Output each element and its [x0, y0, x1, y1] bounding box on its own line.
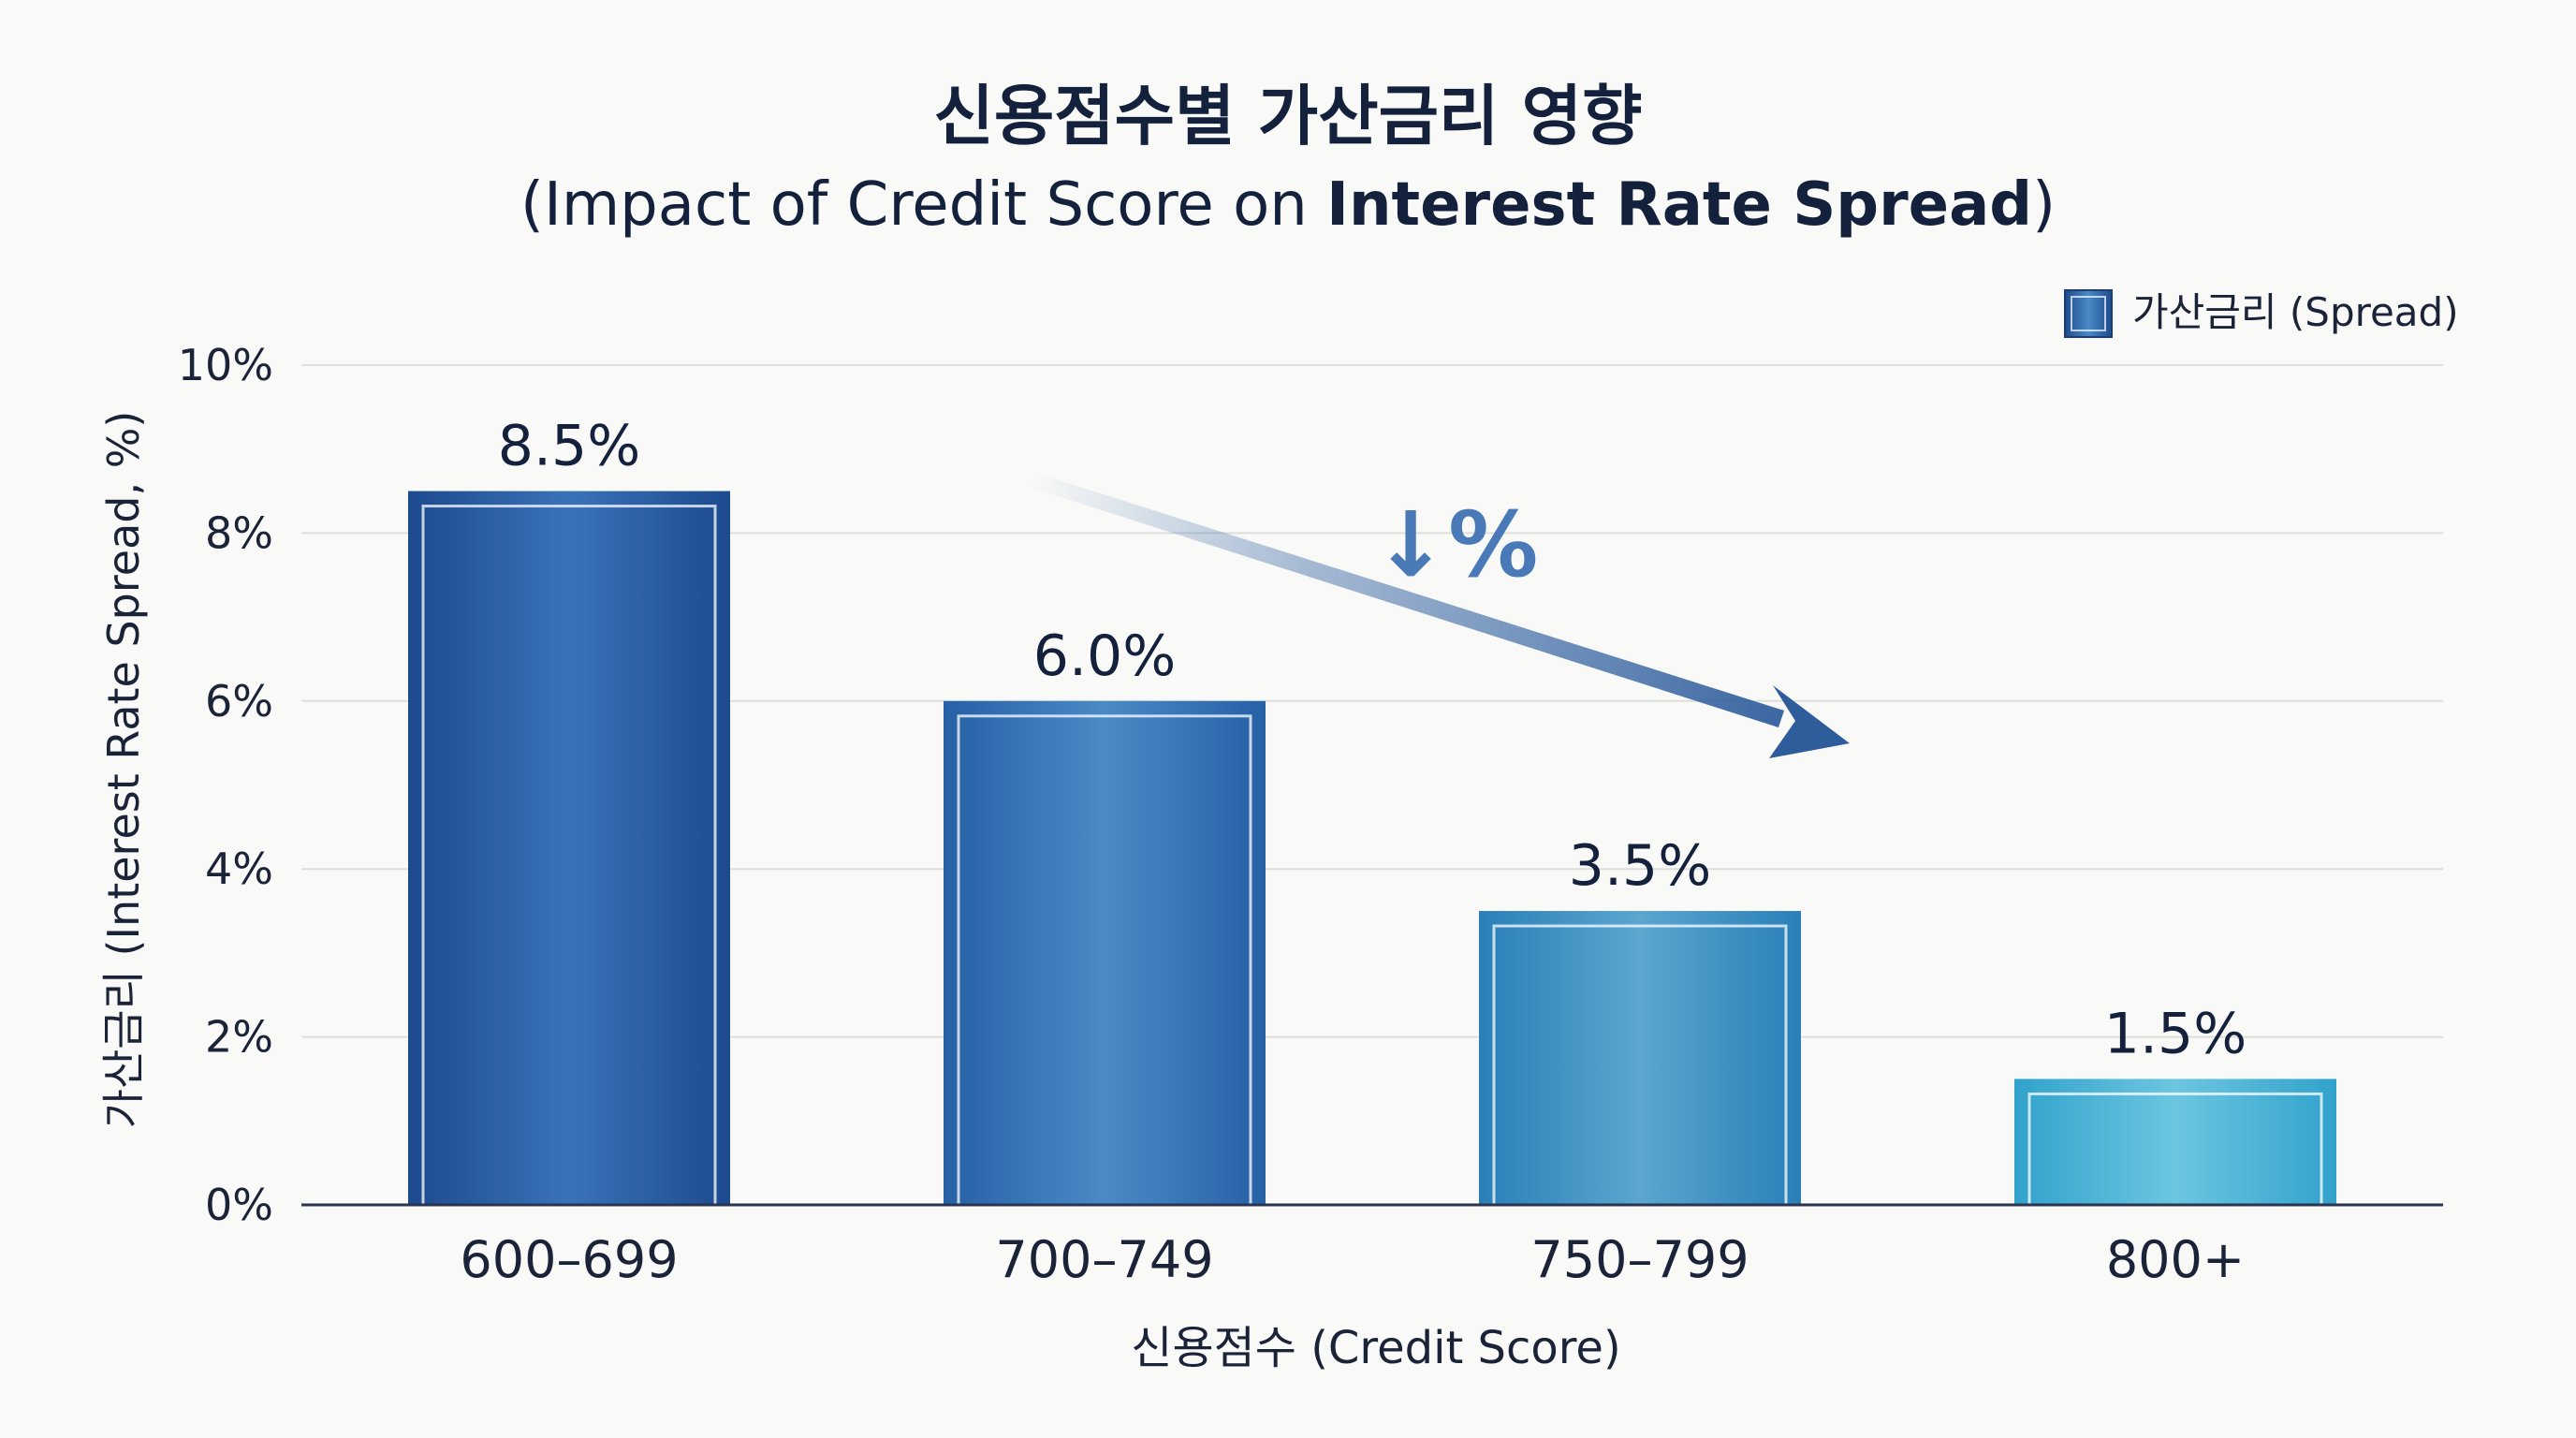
bar-group — [1479, 911, 1801, 1207]
y-tick-layer: 0% 2% 4% 6% 8% 10% — [178, 340, 273, 1230]
bar-group — [2014, 1078, 2336, 1207]
bar — [2014, 1078, 2336, 1205]
legend-swatch-inner — [2071, 296, 2106, 331]
data-label: 3.5% — [1569, 833, 1711, 899]
x-tick-layer: 600–699 700–749 750–799 800+ — [460, 1230, 2245, 1289]
data-label: 8.5% — [498, 414, 640, 479]
y-tick-label: 4% — [205, 844, 273, 894]
x-axis-title: 신용점수 (Credit Score) — [1131, 1322, 1620, 1374]
legend-swatch — [2064, 289, 2113, 338]
chart-subtitle: (Impact of Credit Score on Interest Rate… — [520, 170, 2056, 240]
subtitle-prefix: (Impact of Credit Score on — [520, 170, 1326, 240]
trend-arrow — [1026, 471, 1850, 758]
subtitle-suffix: ) — [2032, 170, 2056, 240]
y-tick-label: 0% — [205, 1180, 273, 1230]
legend: 가산금리 (Spread) — [2064, 289, 2459, 338]
chart-title: 신용점수별 가산금리 영향 — [933, 78, 1642, 154]
data-label: 1.5% — [2104, 1001, 2247, 1066]
x-tick-label: 700–749 — [995, 1230, 1213, 1289]
bar-group — [944, 700, 1266, 1207]
bar — [944, 700, 1266, 1205]
bar-layer — [408, 491, 2336, 1207]
legend-label: 가산금리 (Spread) — [2132, 289, 2459, 335]
data-label: 6.0% — [1033, 624, 1176, 689]
x-tick-label: 750–799 — [1530, 1230, 1749, 1289]
y-tick-label: 8% — [205, 507, 273, 558]
subtitle-bold: Interest Rate Spread — [1326, 170, 2032, 240]
trend-arrow-shaft — [1026, 471, 1784, 727]
y-tick-label: 10% — [178, 340, 273, 390]
trend-annotation: ↓% — [1373, 492, 1539, 597]
y-tick-label: 2% — [205, 1012, 273, 1063]
bar-group — [408, 491, 730, 1207]
bar — [408, 491, 730, 1205]
x-tick-label: 600–699 — [460, 1230, 678, 1289]
y-axis-title: 가산금리 (Interest Rate Spread, %) — [98, 411, 149, 1129]
bar — [1479, 911, 1801, 1205]
trend-arrow-head — [1769, 685, 1850, 758]
y-tick-label: 6% — [205, 676, 273, 726]
data-label-layer: 8.5% 6.0% 3.5% 1.5% — [498, 414, 2247, 1067]
x-tick-label: 800+ — [2106, 1230, 2245, 1289]
